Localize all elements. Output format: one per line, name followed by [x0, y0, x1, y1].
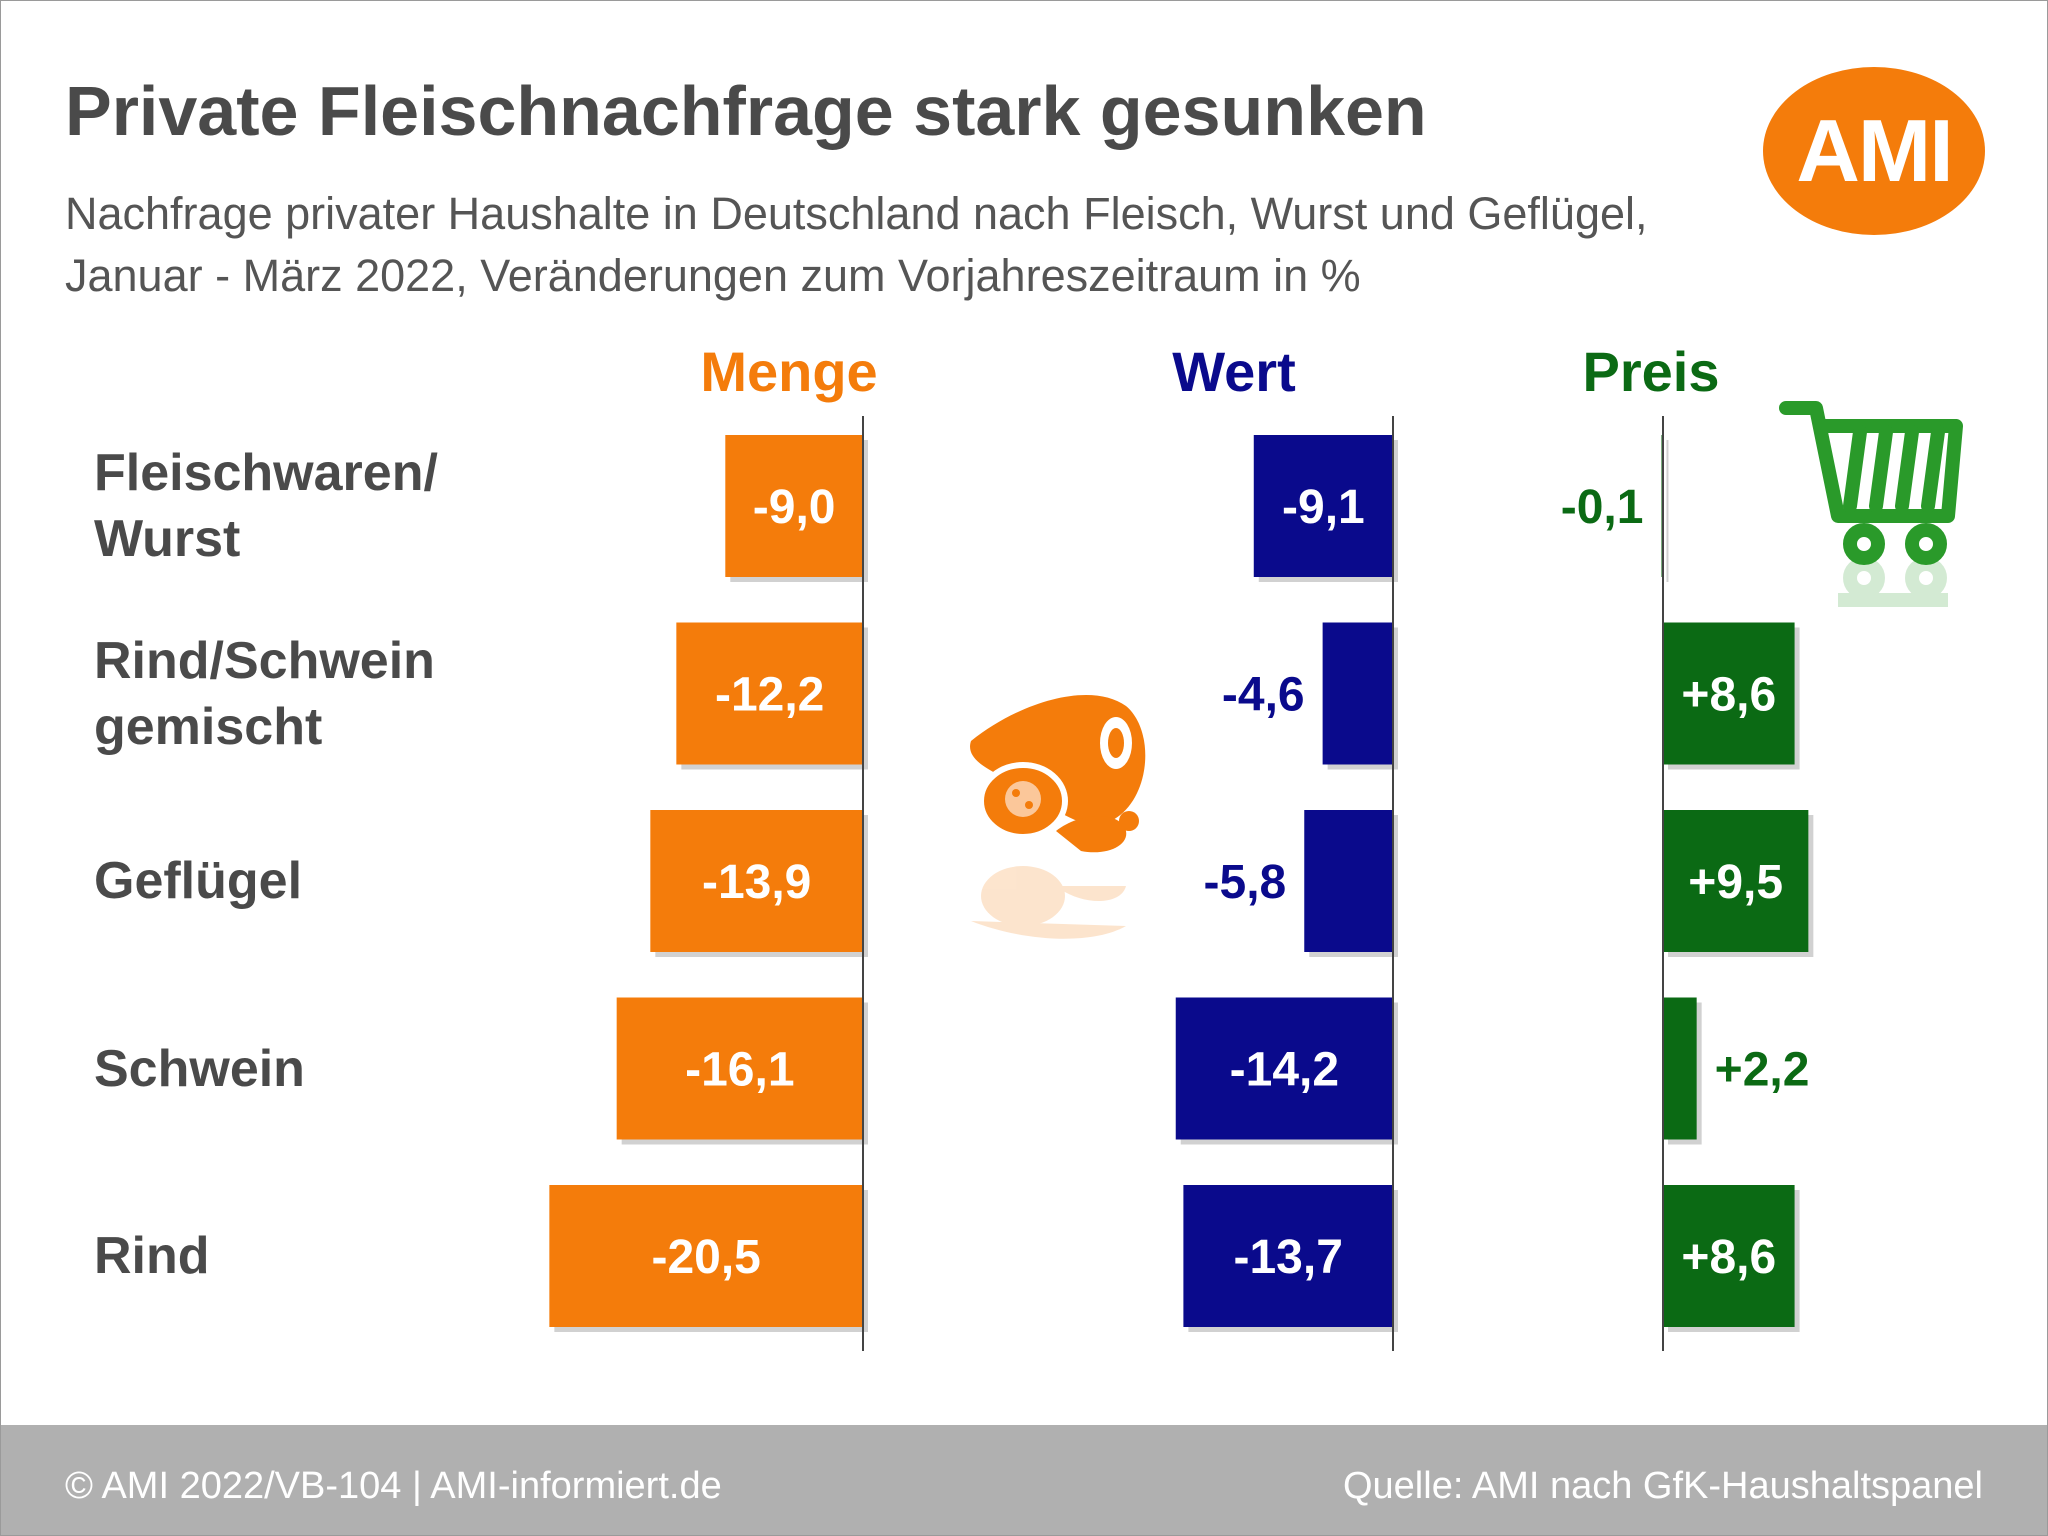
category-label: Schwein	[94, 1039, 305, 1098]
bar-menge	[676, 622, 863, 765]
data-label-wert: -14,2	[1230, 1044, 1339, 1097]
footer-source: Quelle: AMI nach GfK-Haushaltspanel	[1342, 1465, 1983, 1507]
bar-wert	[1175, 997, 1393, 1140]
bar-menge	[549, 1185, 863, 1327]
series-header-menge: Menge	[700, 340, 877, 403]
bar-preis	[1663, 997, 1697, 1140]
bar-wert	[1304, 810, 1393, 952]
footer: © AMI 2022/VB-104 | AMI-informiert.de Qu…	[1, 1425, 2047, 1535]
category-label: Fleischwaren/ Wurst	[94, 444, 438, 568]
bar-menge	[650, 810, 863, 952]
data-label-preis: -0,1	[1561, 481, 1644, 534]
category-label: Rind	[94, 1227, 210, 1285]
bar-shadow	[1666, 440, 1669, 582]
bar-preis	[1663, 622, 1795, 765]
data-label-wert: -13,7	[1233, 1231, 1342, 1284]
series-header-wert: Wert	[1172, 340, 1295, 403]
bar-menge	[725, 435, 863, 577]
data-label-wert: -9,1	[1282, 481, 1365, 534]
bar-chart: Menge -9,0 -12,2 -13,9 -16,1 -20,5 Wert -9,1 -4,…	[549, 340, 1814, 1351]
data-label-wert: -4,6	[1222, 669, 1305, 722]
page-subtitle: Nachfrage privater Haushalte in Deutschl…	[65, 188, 1648, 301]
ami-logo: AMI	[1763, 67, 1985, 235]
data-label-menge: -20,5	[651, 1231, 760, 1284]
data-label-menge: -13,9	[702, 856, 811, 909]
bar-wert	[1322, 622, 1393, 765]
category-label: Rind/Schwein gemischt	[94, 631, 435, 756]
shopping-cart-icon	[1779, 401, 1963, 607]
series-header-preis: Preis	[1583, 340, 1720, 403]
category-label: Geflügel	[94, 852, 303, 910]
bar-menge	[616, 997, 863, 1140]
footer-copyright: © AMI 2022/VB-104 | AMI-informiert.de	[65, 1465, 722, 1507]
data-label-preis: +8,6	[1681, 669, 1776, 722]
meat-products-icon	[970, 694, 1146, 939]
data-label-menge: -12,2	[715, 669, 824, 722]
data-label-preis: +8,6	[1681, 1231, 1776, 1284]
bar-wert	[1253, 435, 1393, 577]
data-label-preis: +9,5	[1688, 856, 1783, 909]
bar-preis	[1663, 810, 1809, 952]
page-title: Private Fleischnachfrage stark gesunken	[65, 72, 1427, 150]
data-label-menge: -16,1	[685, 1044, 794, 1097]
data-label-wert: -5,8	[1204, 856, 1287, 909]
bar-preis	[1663, 1185, 1795, 1327]
bar-wert	[1183, 1185, 1393, 1327]
data-label-preis: +2,2	[1715, 1044, 1810, 1097]
data-label-menge: -9,0	[753, 481, 836, 534]
